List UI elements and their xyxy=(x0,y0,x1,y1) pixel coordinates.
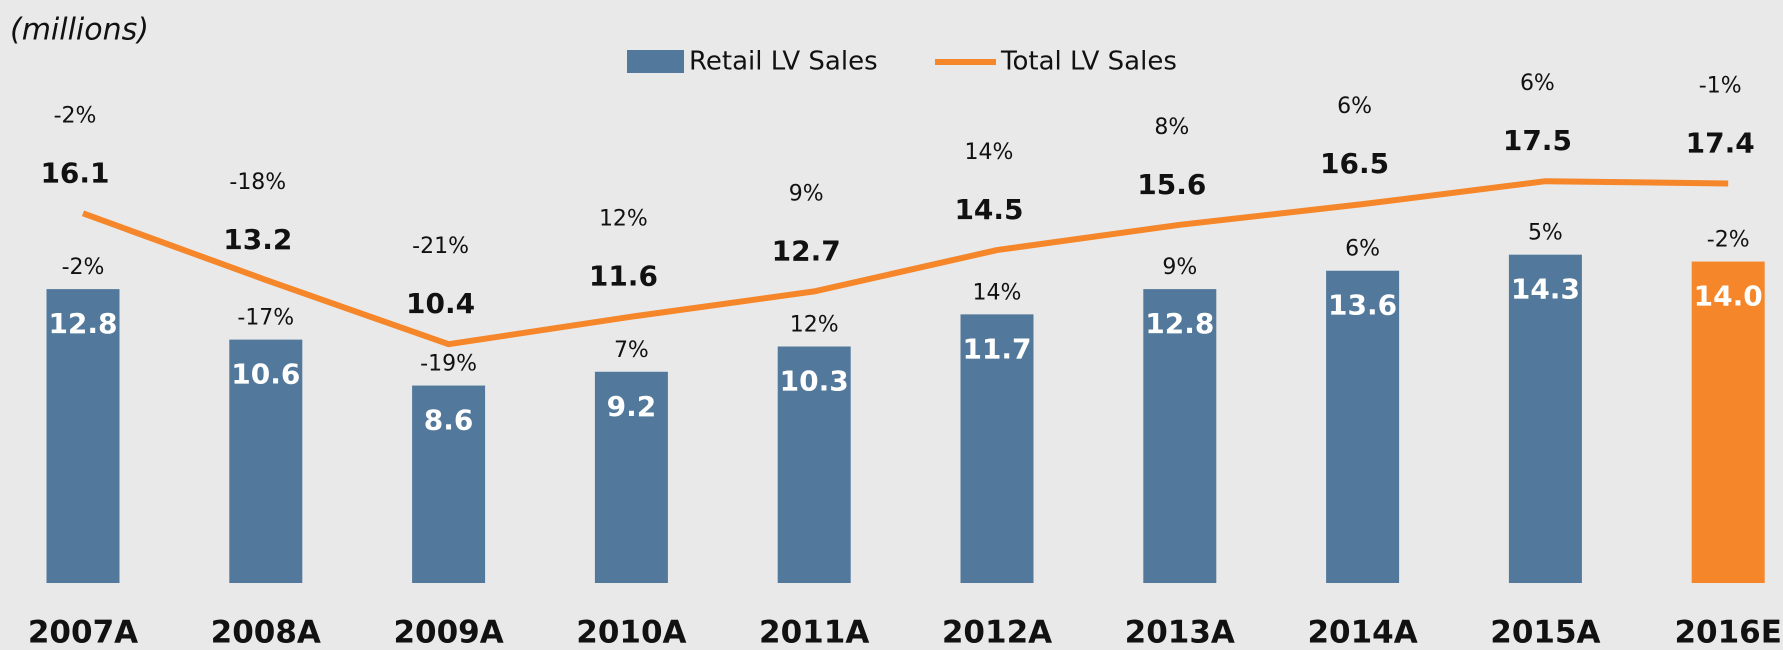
bar-growth-label: -19% xyxy=(420,352,477,377)
legend-label: Retail LV Sales xyxy=(689,47,878,77)
bar xyxy=(1326,270,1400,583)
bar-growth-label: 9% xyxy=(1162,255,1197,280)
line-value-label: 14.5 xyxy=(954,193,1023,226)
bar-growth-label: -17% xyxy=(237,306,294,331)
x-tick-label: 2011A xyxy=(759,615,869,650)
x-tick-label: 2013A xyxy=(1125,615,1235,650)
bar xyxy=(46,289,120,583)
line-value-label: 17.5 xyxy=(1503,124,1572,157)
bar-value-label: 10.3 xyxy=(780,365,849,398)
line-value-label: 15.6 xyxy=(1137,168,1206,201)
x-tick-label: 2015A xyxy=(1490,615,1600,650)
line-growth-label: -1% xyxy=(1699,73,1742,98)
bar-value-label: 14.0 xyxy=(1694,280,1763,313)
bar xyxy=(1508,254,1582,583)
bar-growth-label: 7% xyxy=(614,338,649,363)
line-growth-label: 9% xyxy=(789,181,824,206)
bar-value-label: 13.6 xyxy=(1328,289,1397,322)
x-tick-label: 2010A xyxy=(576,615,686,650)
line-value-label: 10.4 xyxy=(406,287,475,320)
x-tick-label: 2014A xyxy=(1307,615,1417,650)
bar xyxy=(594,371,668,583)
line-growth-label: 8% xyxy=(1154,115,1189,140)
bar-growth-label: -2% xyxy=(1707,228,1750,253)
bar-value-label: 12.8 xyxy=(48,307,117,340)
chart-title: (millions) xyxy=(10,13,149,48)
bar xyxy=(777,346,851,583)
bar-value-label: 11.7 xyxy=(962,332,1031,365)
line-value-label: 12.7 xyxy=(772,234,841,267)
bar-value-label: 9.2 xyxy=(607,390,657,423)
bar-growth-label: -2% xyxy=(62,255,105,280)
bar-value-label: 12.8 xyxy=(1145,307,1214,340)
line-growth-label: 6% xyxy=(1337,94,1372,119)
bar-growth-label: 12% xyxy=(790,313,839,338)
bar-growth-label: 14% xyxy=(973,280,1022,305)
line-value-label: 16.1 xyxy=(40,156,109,189)
legend-swatch xyxy=(627,50,684,73)
line-growth-label: -18% xyxy=(229,170,286,195)
line-growth-label: 14% xyxy=(965,140,1014,165)
x-tick-label: 2016E xyxy=(1674,615,1781,650)
line-value-label: 17.4 xyxy=(1686,126,1755,159)
line-growth-label: -21% xyxy=(412,234,469,259)
bar xyxy=(229,339,303,583)
line-value-label: 13.2 xyxy=(223,223,292,256)
line-growth-label: 12% xyxy=(599,207,648,232)
line-growth-label: -2% xyxy=(54,103,97,128)
x-tick-label: 2009A xyxy=(393,615,503,650)
line-growth-label: 6% xyxy=(1520,71,1555,96)
bar xyxy=(1143,289,1217,583)
line xyxy=(81,178,1729,348)
line-value-label: 11.6 xyxy=(589,260,658,293)
legend-label: Total LV Sales xyxy=(1000,47,1177,77)
x-tick-label: 2007A xyxy=(28,615,138,650)
bar-growth-label: 6% xyxy=(1345,237,1380,262)
bar-growth-label: 5% xyxy=(1528,221,1563,246)
line-value-label: 16.5 xyxy=(1320,147,1389,180)
bar-value-label: 8.6 xyxy=(424,404,474,437)
bar-value-label: 10.6 xyxy=(231,358,300,391)
bar xyxy=(960,314,1034,583)
bar xyxy=(1691,261,1765,583)
bar xyxy=(412,385,486,583)
x-tick-label: 2012A xyxy=(942,615,1052,650)
x-tick-label: 2008A xyxy=(211,615,321,650)
bar-value-label: 14.3 xyxy=(1511,273,1580,306)
